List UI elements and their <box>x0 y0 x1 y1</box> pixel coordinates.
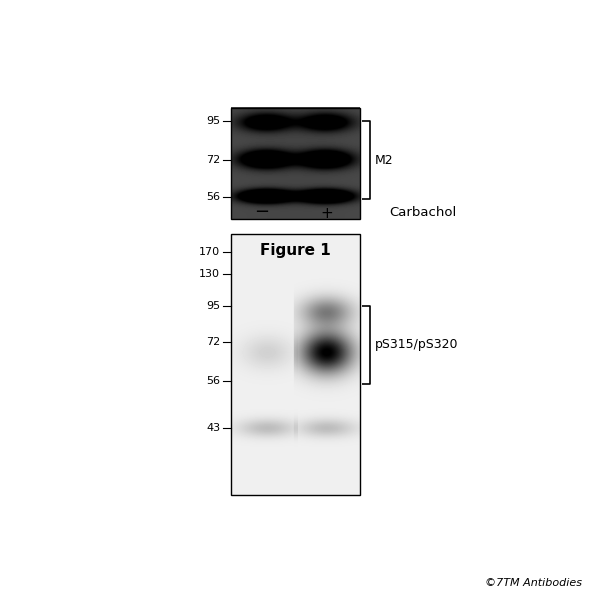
Text: 56: 56 <box>206 192 220 202</box>
Text: 95: 95 <box>206 116 220 127</box>
Bar <box>231 234 360 495</box>
Text: Figure 1: Figure 1 <box>260 243 331 258</box>
Text: 95: 95 <box>206 301 220 311</box>
Text: 130: 130 <box>199 269 220 280</box>
Bar <box>231 108 360 219</box>
Text: −: − <box>254 203 269 221</box>
Text: 170: 170 <box>199 247 220 257</box>
Text: +: + <box>320 206 333 221</box>
Text: pS315/pS320: pS315/pS320 <box>375 338 458 352</box>
Text: 72: 72 <box>206 337 220 347</box>
Text: 72: 72 <box>206 155 220 165</box>
Text: M2: M2 <box>375 154 394 167</box>
Text: Carbachol: Carbachol <box>389 206 456 219</box>
Text: 56: 56 <box>206 376 220 386</box>
Text: 43: 43 <box>206 424 220 433</box>
Text: ©7TM Antibodies: ©7TM Antibodies <box>485 578 582 588</box>
